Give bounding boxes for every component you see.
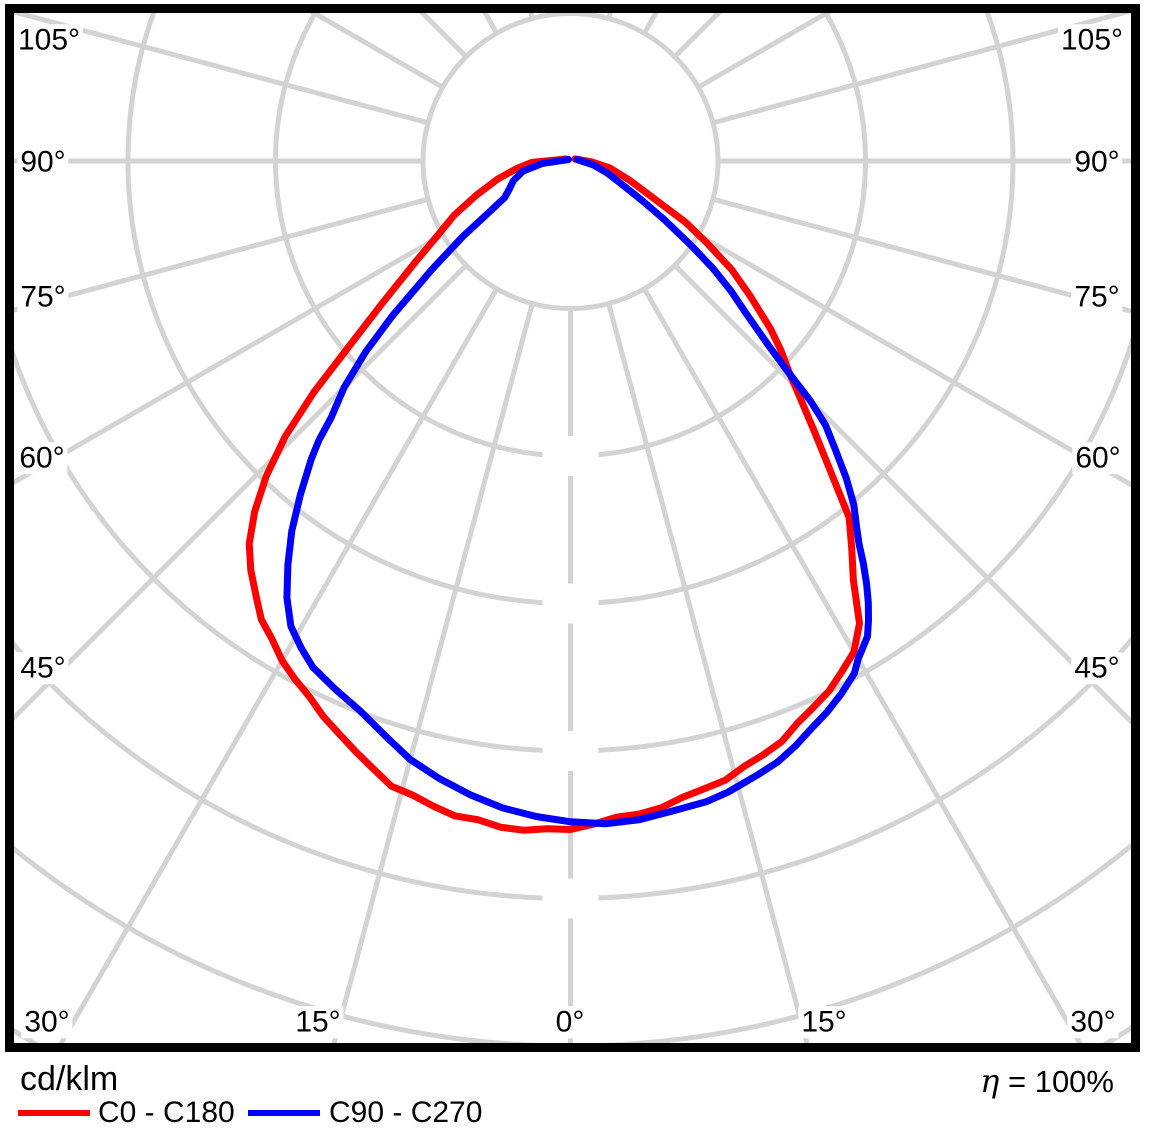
- ring-value-box: [542, 878, 599, 919]
- eta-value: 100%: [1034, 1064, 1114, 1099]
- angle-label-bottom-15: 15°: [292, 1006, 344, 1038]
- efficiency-readout: η = 100%: [980, 1062, 1114, 1100]
- grid-ray: [642, 287, 1083, 1043]
- grid-ray: [14, 13, 429, 126]
- angle-label-right-75: 75°: [1071, 281, 1123, 313]
- grid-ray: [673, 263, 1131, 726]
- angle-label-right-105: 105°: [1057, 24, 1127, 56]
- legend-units-label: cd/klm: [20, 1060, 119, 1098]
- legend-label-c0: C0 - C180: [98, 1096, 235, 1129]
- angle-label-left-75: 75°: [17, 281, 69, 313]
- angle-label-left-105: 105°: [14, 24, 84, 56]
- legend-swatch-c0: [18, 1110, 90, 1116]
- angle-label-right-45: 45°: [1071, 652, 1123, 684]
- angle-label-left-60: 60°: [16, 442, 68, 474]
- legend-swatch-c90: [248, 1110, 320, 1116]
- grid-ray: [14, 196, 429, 313]
- eta-equals: =: [1007, 1064, 1027, 1099]
- grid-ray: [58, 287, 499, 1043]
- eta-symbol: η: [980, 1062, 1000, 1100]
- grid-ray: [712, 13, 1131, 126]
- grid-ray: [696, 232, 1131, 488]
- angle-label-bottom-0: 0°: [552, 1006, 588, 1038]
- ring-value-box: [542, 731, 599, 771]
- legend-label-c90: C90 - C270: [329, 1096, 483, 1129]
- grid-ray: [712, 196, 1131, 314]
- ring-value-box: [542, 583, 599, 624]
- plot-border: [5, 4, 1140, 1052]
- angle-label-left-90: 90°: [17, 146, 69, 178]
- angle-label-left-45: 45°: [17, 652, 69, 684]
- angle-label-bottom-30: 30°: [21, 1006, 73, 1038]
- angle-label-bottom-30: 30°: [1067, 1006, 1119, 1038]
- grid-ray: [14, 263, 468, 722]
- angle-label-right-90: 90°: [1071, 146, 1123, 178]
- ring-value-box: [542, 436, 599, 476]
- angle-label-bottom-15: 15°: [798, 1006, 850, 1038]
- curve-c90-c270: [283, 156, 872, 828]
- grid-ray: [606, 302, 810, 1043]
- grid-ray: [331, 302, 535, 1043]
- legend: cd/klm C0 - C180 C90 - C270 η = 100%: [0, 1052, 1164, 1140]
- angle-label-right-60: 60°: [1072, 442, 1124, 474]
- grid-ray: [14, 232, 445, 486]
